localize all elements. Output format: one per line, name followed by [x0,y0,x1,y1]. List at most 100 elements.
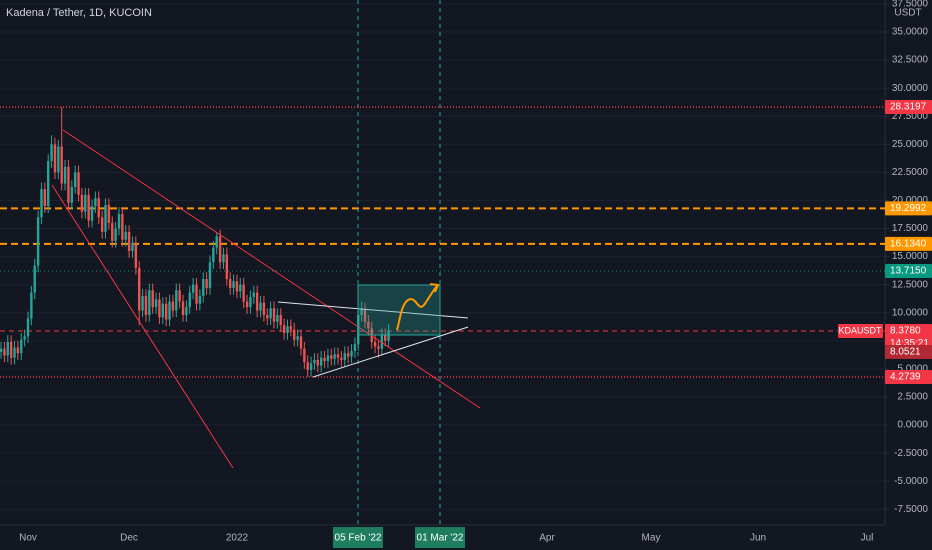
candle-body [299,336,303,349]
price-badge [885,100,932,115]
candle-body [296,336,299,340]
candle-body [70,186,74,203]
y-tick-label: 27.5000 [892,111,929,122]
y-tick-label: -7.5000 [894,504,928,515]
candle-body [77,172,80,195]
candle-body [380,335,384,349]
y-tick-label: 22.5000 [892,167,929,178]
x-tick-label: Jun [750,533,766,544]
candle-body [154,299,158,308]
trend-line [51,184,234,469]
candle-body [279,315,282,326]
candle-body [326,355,330,362]
price-badge-label: 28.3197 [890,102,927,113]
candle-body [205,279,208,289]
candle-body [353,344,357,351]
trend-line [312,326,469,378]
price-badge-label: 13.7150 [890,266,927,277]
symbol-badge [838,323,883,338]
candle-body [94,198,97,207]
candle-body [350,350,353,357]
candle-body [144,295,148,315]
x-tick-label: Nov [19,533,37,544]
y-tick-label: 15.0000 [892,251,929,262]
candle-body [346,353,350,357]
candle-body [229,279,232,289]
candle-body [202,279,205,296]
x-tick-label: 2022 [226,533,249,544]
y-tick-label: 12.5000 [892,279,929,290]
candle-body [303,348,306,363]
candle-body [90,206,94,221]
candle-body [47,161,50,207]
price-badge [885,370,932,385]
candle-body [53,144,57,173]
date-badge [415,527,465,548]
chart-title: Kadena / Tether, 1D, KUCOIN [6,7,152,19]
y-tick-label: 35.0000 [892,27,929,38]
candle-body [185,307,188,315]
trend-line [62,129,481,409]
candle-body [16,347,20,354]
price-badge [885,236,932,251]
y-tick-label: 10.0000 [892,307,929,318]
candle-body [73,172,77,187]
candle-body [384,335,387,341]
candle-body [319,357,323,366]
candle-body [198,295,202,304]
candle-body [6,341,9,356]
candle-body [63,166,67,184]
candle-body [387,330,390,341]
candle-body [127,231,131,251]
price-badge-label: 16.1340 [890,239,927,250]
axis-unit: USDT [894,8,921,19]
y-tick-label: 0.0000 [897,420,928,431]
candle-body [333,354,336,359]
candle-body [343,353,346,360]
candle-body [158,299,161,318]
candle-body [148,290,151,315]
candle-body [272,308,276,322]
candle-body [255,292,259,311]
x-tick-label: 05 Feb '22 [335,533,382,544]
candle-body [195,284,198,304]
candle-body [373,341,377,347]
candle-body [23,336,26,340]
candle-body [252,292,255,298]
candle-body [171,301,175,311]
candle-body [222,254,225,263]
candle-body [245,301,249,308]
candle-body [134,243,138,268]
candle-body [323,357,326,362]
candle-body [111,222,114,241]
candle-body [181,301,185,315]
y-tick-label: -5.0000 [894,476,928,487]
price-axis: 37.5000 35.0000 32.5000 30.0000 27.5000 25.00… [838,0,932,515]
candle-body [107,204,111,223]
candle-body [259,302,262,311]
candle-body [232,281,235,289]
candle-body [286,326,289,333]
candle-body [235,281,239,292]
candle-body [20,339,23,354]
candle-body [289,326,293,330]
x-tick-label: Dec [120,533,138,544]
candle-body [87,194,90,221]
candle-body [117,213,121,229]
candles [0,107,390,377]
price-badge [885,264,932,279]
candle-body [43,189,47,207]
candle-body [208,262,212,289]
price-badge-label: 19.2992 [890,203,927,214]
candle-body [60,146,63,184]
candle-body [50,144,53,162]
candle-body [36,217,40,266]
candle-body [360,309,363,315]
y-tick-label: 32.5000 [892,55,929,66]
candle-body [178,290,181,302]
candle-body [40,189,43,218]
grid [0,3,885,510]
y-tick-label: 17.5000 [892,223,929,234]
time-axis: Nov Dec 2022 05 Feb '22 01 Mar '22 Apr May Jun J… [19,527,873,548]
